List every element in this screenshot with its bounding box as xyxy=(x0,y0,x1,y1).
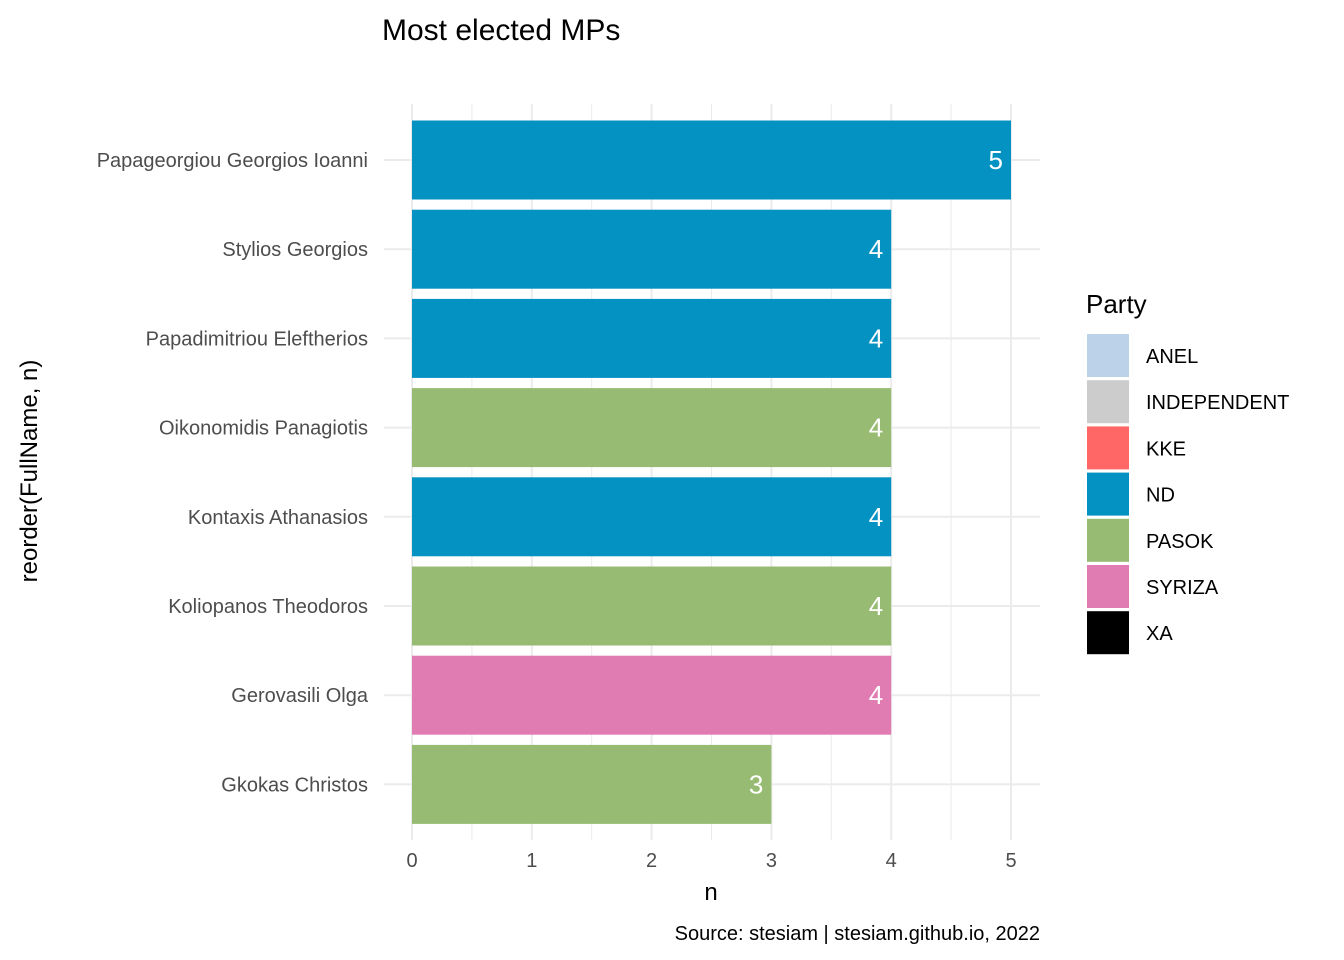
category-label: Stylios Georgios xyxy=(222,239,368,261)
category-label: Koliopanos Theodoros xyxy=(168,596,368,618)
bar xyxy=(412,566,892,646)
bar-value-label: 4 xyxy=(869,502,883,532)
x-tick-label: 3 xyxy=(766,850,777,872)
bar-value-label: 4 xyxy=(869,680,883,710)
bar xyxy=(412,209,892,289)
bar-value-label: 4 xyxy=(869,591,883,621)
legend-label: KKE xyxy=(1146,438,1186,460)
legend-swatch xyxy=(1087,611,1129,655)
bar xyxy=(412,388,892,468)
x-tick-label: 4 xyxy=(886,850,897,872)
category-label: Papageorgiou Georgios Ioanni xyxy=(97,150,368,172)
legend-title: Party xyxy=(1086,289,1147,319)
bar xyxy=(412,655,892,735)
bar xyxy=(412,477,892,557)
category-label: Gkokas Christos xyxy=(221,774,368,796)
x-tick-label: 2 xyxy=(646,850,657,872)
bar-value-label: 5 xyxy=(989,145,1003,175)
legend-swatch xyxy=(1087,565,1129,608)
category-labels: Papageorgiou Georgios Ioanni Stylios Geor… xyxy=(97,150,369,796)
bar xyxy=(412,120,1011,200)
chart-caption: Source: stesiam | stesiam.github.io, 202… xyxy=(675,923,1040,945)
legend-swatch xyxy=(1087,334,1129,377)
bar-value-label: 3 xyxy=(749,769,763,799)
y-axis-title: reorder(FullName, n) xyxy=(16,360,43,583)
legend-swatch xyxy=(1087,426,1129,470)
bar-value-label: 4 xyxy=(869,413,883,443)
bar xyxy=(412,298,892,378)
legend-label: SYRIZA xyxy=(1146,577,1219,599)
legend-swatch xyxy=(1087,518,1129,562)
x-tick-label: 0 xyxy=(406,850,417,872)
legend-label: ANEL xyxy=(1146,346,1198,368)
legend-swatch xyxy=(1087,380,1129,424)
bar-value-label: 4 xyxy=(869,234,883,264)
legend-label: ND xyxy=(1146,485,1175,507)
category-label: Kontaxis Athanasios xyxy=(188,507,368,529)
legend-swatch xyxy=(1087,472,1129,516)
bars-group: 5 4 4 4 4 4 4 3 xyxy=(412,120,1011,824)
x-tick-label: 5 xyxy=(1005,850,1016,872)
category-label: Papadimitriou Eleftherios xyxy=(146,328,368,350)
chart-title: Most elected MPs xyxy=(382,14,620,47)
bar xyxy=(412,744,772,824)
category-label: Gerovasili Olga xyxy=(231,685,369,707)
legend-label: PASOK xyxy=(1146,531,1214,553)
bar-value-label: 4 xyxy=(869,323,883,353)
x-tick-labels: 0 1 2 3 4 5 xyxy=(406,850,1016,872)
x-tick-label: 1 xyxy=(526,850,537,872)
x-axis-title: n xyxy=(704,879,717,906)
category-label: Oikonomidis Panagiotis xyxy=(159,418,368,440)
legend-label: XA xyxy=(1146,623,1173,645)
legend: Party ANEL INDEPENDENT KKE ND PASOK SYRIZA XA xyxy=(1086,289,1289,655)
legend-label: INDEPENDENT xyxy=(1146,392,1289,414)
